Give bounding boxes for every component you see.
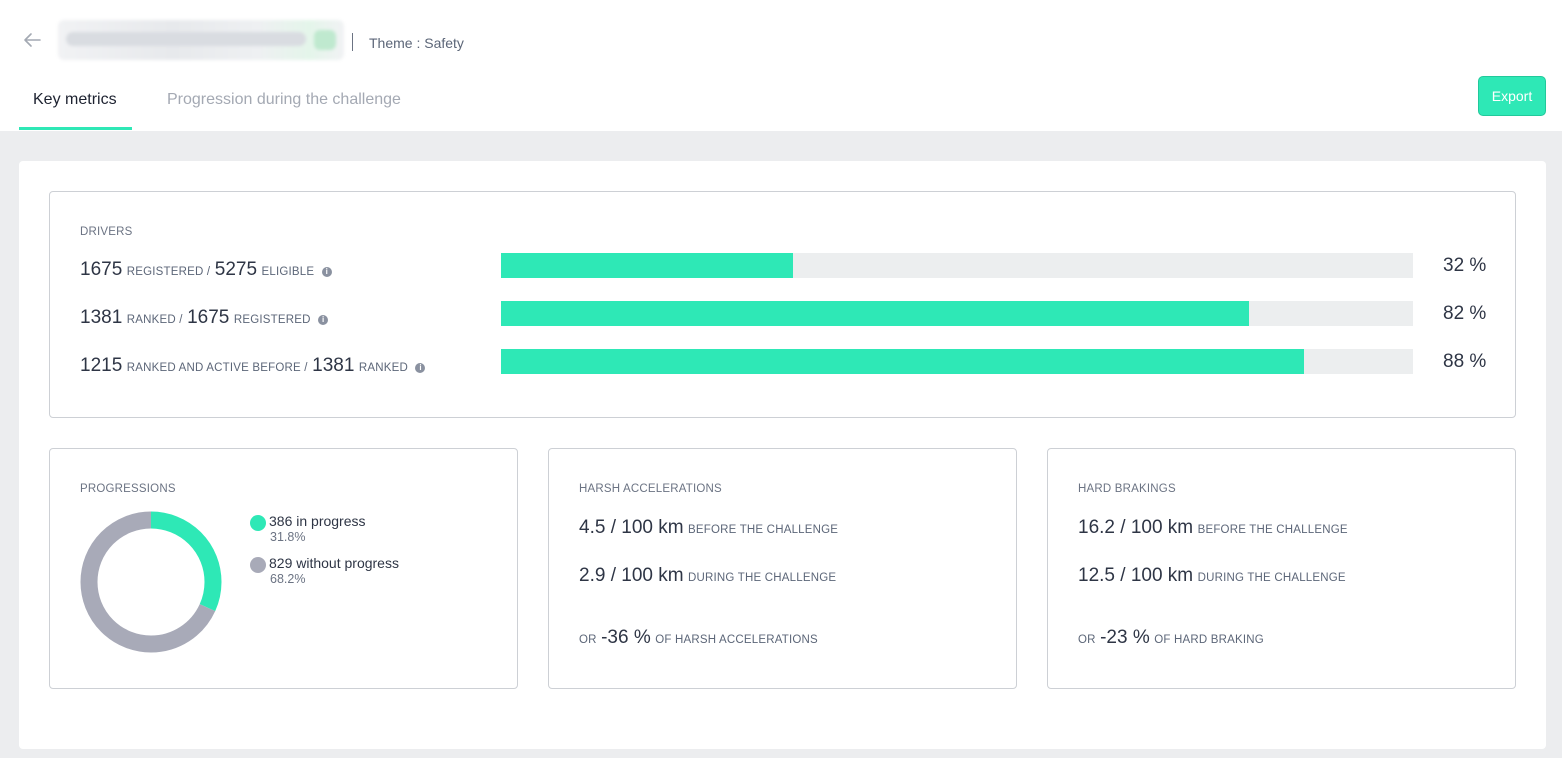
legend-dot-icon xyxy=(250,557,266,573)
metric-or: OR xyxy=(1078,634,1096,646)
progress-fill xyxy=(501,253,793,278)
brakings-label: HARD BRAKINGS xyxy=(1078,483,1176,495)
drivers-row: 1215 RANKED AND ACTIVE BEFORE / 1381 RAN… xyxy=(80,355,426,377)
row-text: ELIGIBLE xyxy=(261,266,315,278)
progress-percent: 82 % xyxy=(1443,303,1487,324)
challenge-title-blurred xyxy=(58,20,344,60)
harsh-accelerations-card: HARSH ACCELERATIONS 4.5 / 100 km BEFORE … xyxy=(548,448,1017,689)
row-value: 1215 xyxy=(80,355,123,376)
progressions-label: PROGRESSIONS xyxy=(80,483,176,495)
metric-or: OR xyxy=(579,634,597,646)
metric-value: 4.5 / 100 km xyxy=(579,517,684,538)
drivers-row: 1381 RANKED / 1675 REGISTERED i xyxy=(80,307,329,329)
tab-key-metrics[interactable]: Key metrics xyxy=(33,91,117,108)
progress-fill xyxy=(501,301,1249,326)
legend-percent: 31.8% xyxy=(270,530,306,544)
metric-value: 16.2 / 100 km xyxy=(1078,517,1194,538)
header-divider xyxy=(352,33,353,51)
export-button[interactable]: Export xyxy=(1478,76,1546,116)
row-value: 1381 xyxy=(312,355,355,376)
progress-track xyxy=(501,301,1413,326)
row-value: 1675 xyxy=(80,259,123,280)
metric-text: OF HARD BRAKING xyxy=(1154,634,1264,646)
back-arrow-icon[interactable] xyxy=(20,28,44,52)
info-icon[interactable]: i xyxy=(415,363,426,373)
active-tab-indicator xyxy=(19,127,132,130)
drivers-row: 1675 REGISTERED / 5275 ELIGIBLE i xyxy=(80,259,332,281)
progress-percent: 32 % xyxy=(1443,255,1487,276)
progressions-card: PROGRESSIONS 386 in progress 31.8% 829 w… xyxy=(49,448,518,689)
metric-delta: -36 % xyxy=(601,627,651,648)
metric-delta: -23 % xyxy=(1100,627,1150,648)
row-value: 1381 xyxy=(80,307,123,328)
info-icon[interactable]: i xyxy=(321,267,332,277)
legend-text: 829 without progress xyxy=(269,555,399,571)
metric-text: BEFORE THE CHALLENGE xyxy=(1197,524,1348,536)
progress-track xyxy=(501,253,1413,278)
metric-value: 2.9 / 100 km xyxy=(579,565,684,586)
progress-percent: 88 % xyxy=(1443,351,1487,372)
row-text: REGISTERED / xyxy=(126,266,211,278)
row-text: RANKED xyxy=(358,362,408,374)
metric-row-before: 4.5 / 100 km BEFORE THE CHALLENGE xyxy=(579,517,838,539)
row-value: 5275 xyxy=(214,259,258,280)
row-text: RANKED AND ACTIVE BEFORE / xyxy=(126,362,308,374)
metric-row-delta: OR -23 % OF HARD BRAKING xyxy=(1078,627,1264,649)
hard-brakings-card: HARD BRAKINGS 16.2 / 100 km BEFORE THE C… xyxy=(1047,448,1516,689)
donut-slice-without-progress xyxy=(80,511,222,653)
drivers-label: DRIVERS xyxy=(80,226,133,238)
metric-text: DURING THE CHALLENGE xyxy=(688,572,837,584)
row-text: RANKED / xyxy=(126,314,183,326)
progressions-donut-chart xyxy=(80,511,222,653)
metric-row-before: 16.2 / 100 km BEFORE THE CHALLENGE xyxy=(1078,517,1348,539)
drivers-card: DRIVERS 1675 REGISTERED / 5275 ELIGIBLE … xyxy=(49,191,1516,418)
metric-row-during: 12.5 / 100 km DURING THE CHALLENGE xyxy=(1078,565,1346,587)
info-icon[interactable]: i xyxy=(318,315,329,325)
harsh-label: HARSH ACCELERATIONS xyxy=(579,483,722,495)
metric-row-during: 2.9 / 100 km DURING THE CHALLENGE xyxy=(579,565,836,587)
metric-text: BEFORE THE CHALLENGE xyxy=(688,524,839,536)
metric-row-delta: OR -36 % OF HARSH ACCELERATIONS xyxy=(579,627,818,649)
legend-percent: 68.2% xyxy=(270,572,306,586)
metric-value: 12.5 / 100 km xyxy=(1078,565,1194,586)
legend-dot-icon xyxy=(250,515,266,531)
tab-progression[interactable]: Progression during the challenge xyxy=(167,91,401,108)
progress-track xyxy=(501,349,1413,374)
row-value: 1675 xyxy=(187,307,230,328)
metric-text: DURING THE CHALLENGE xyxy=(1197,572,1346,584)
progress-fill xyxy=(501,349,1304,374)
row-text: REGISTERED xyxy=(233,314,311,326)
top-bar: Theme : Safety Key metrics Progression d… xyxy=(0,0,1562,131)
theme-label: Theme : Safety xyxy=(369,35,464,51)
metric-text: OF HARSH ACCELERATIONS xyxy=(655,634,818,646)
metrics-panel: DRIVERS 1675 REGISTERED / 5275 ELIGIBLE … xyxy=(19,161,1546,749)
legend-text: 386 in progress xyxy=(269,513,366,529)
